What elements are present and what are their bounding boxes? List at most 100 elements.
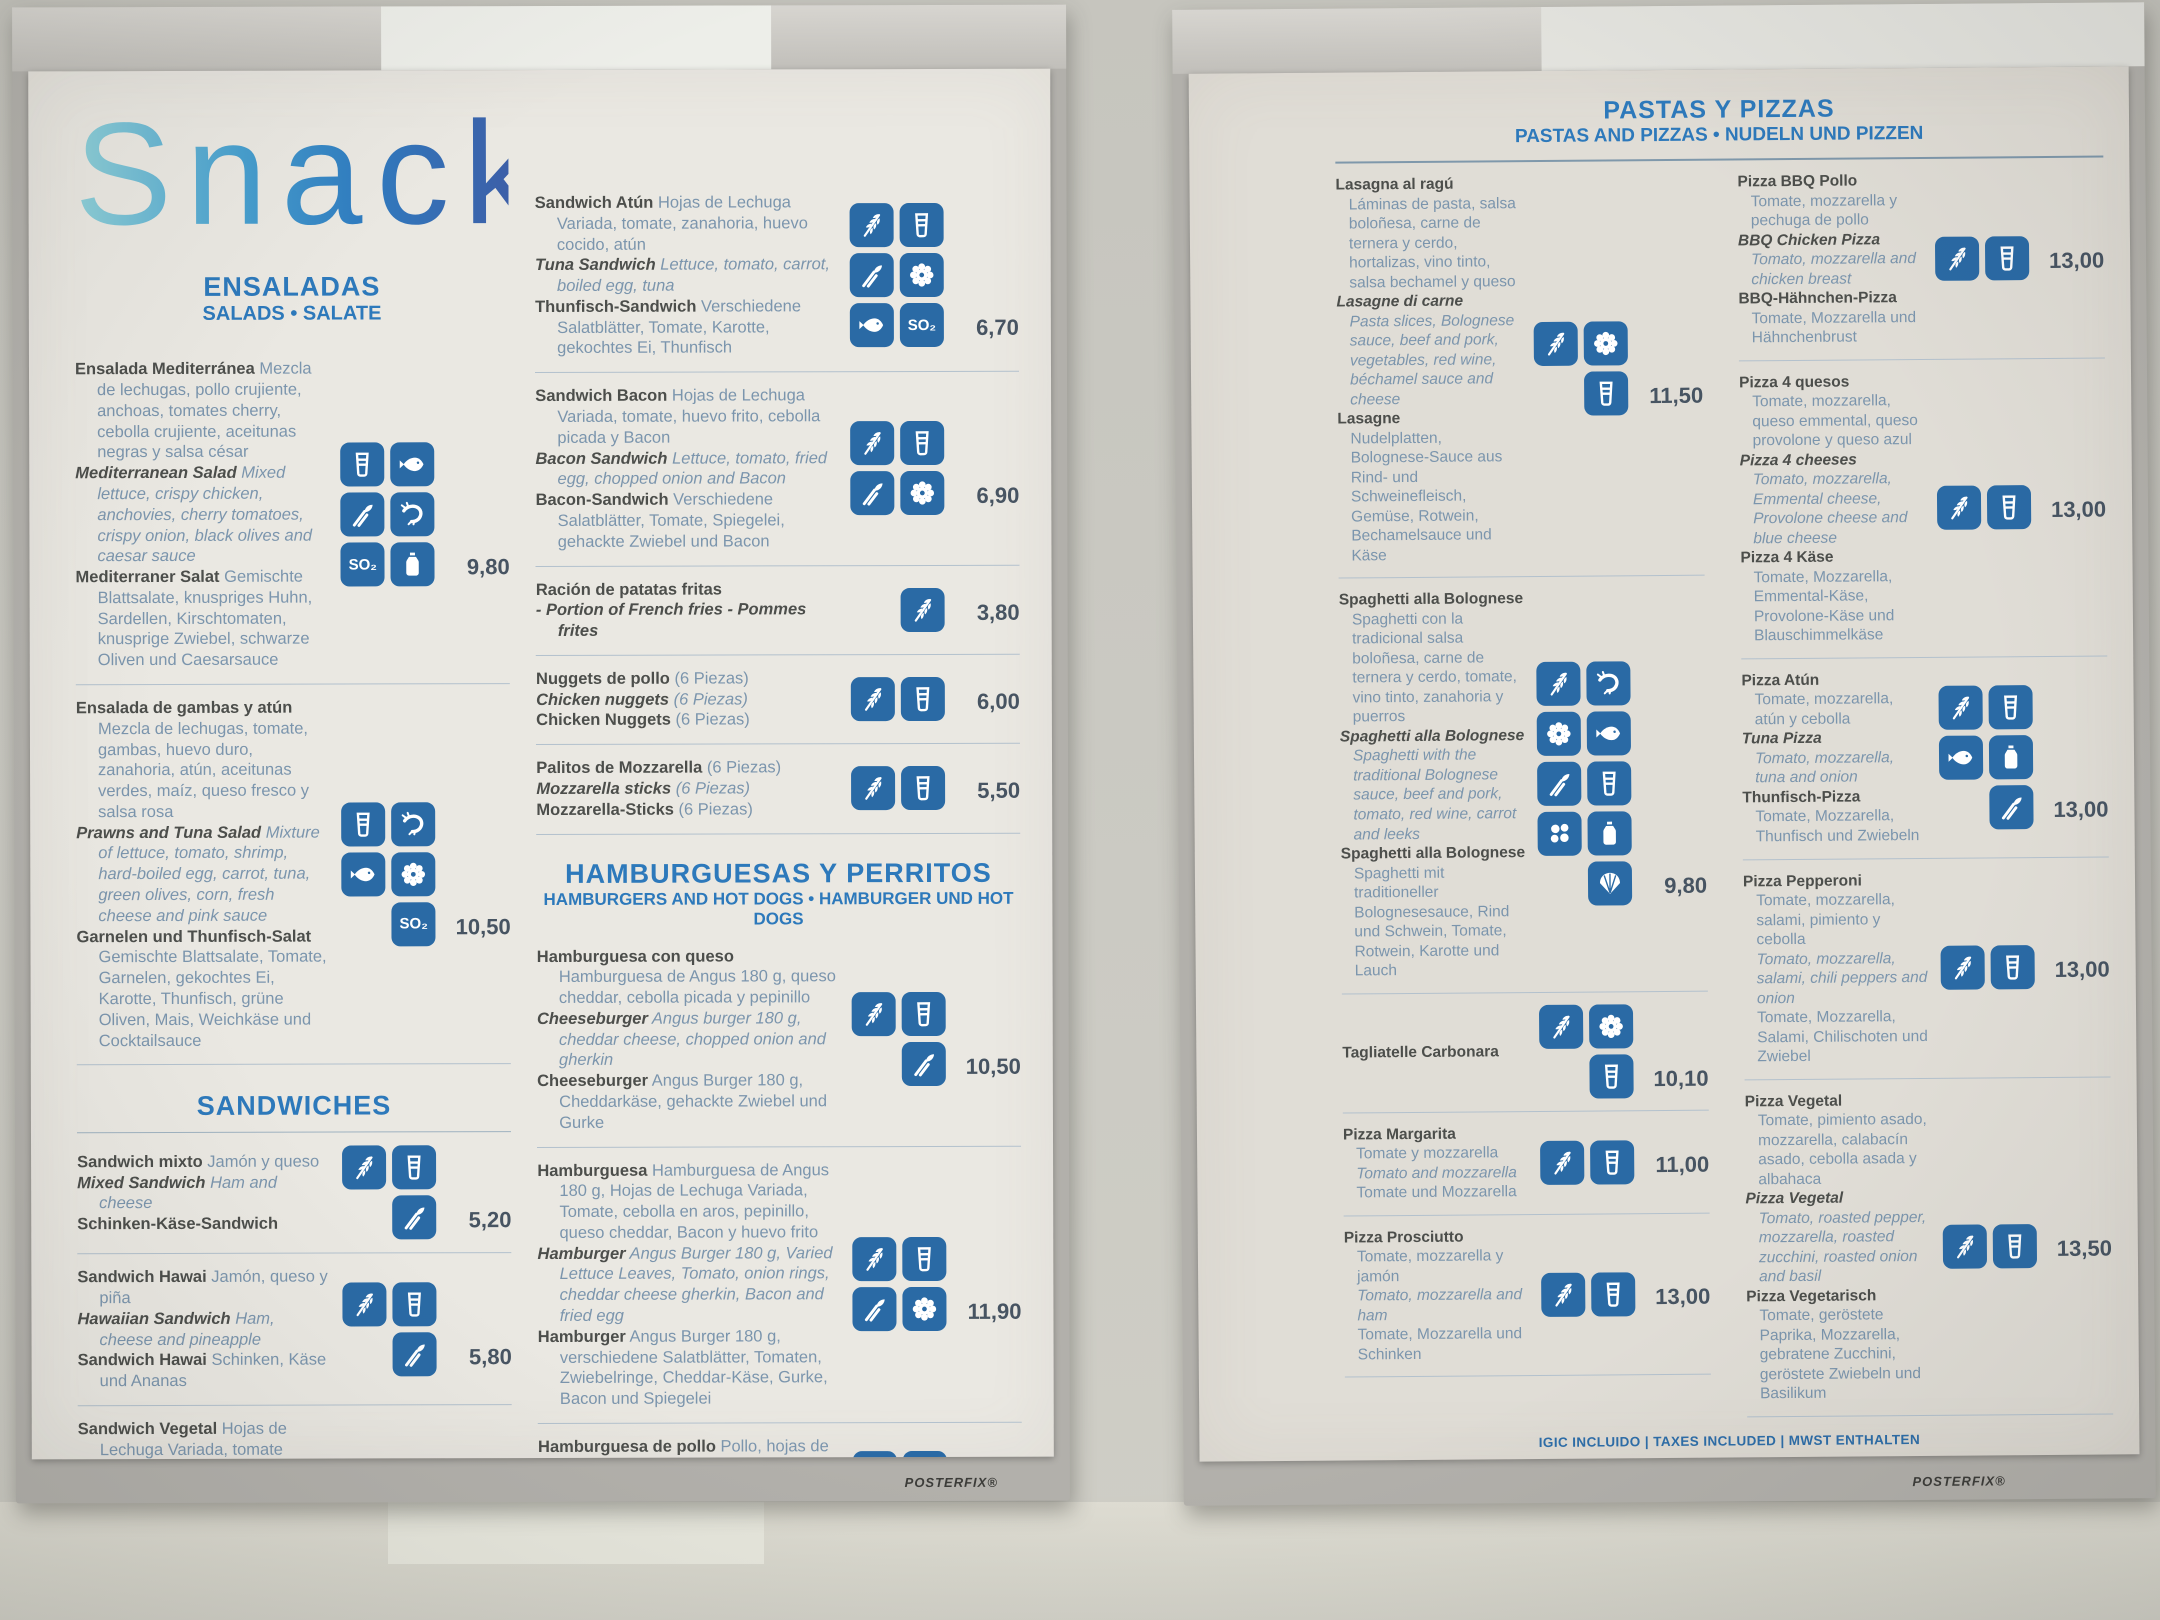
- allergen-icon-group: [1941, 1223, 2038, 1269]
- gluten-icon: [850, 421, 895, 466]
- item-name: Sandwich Bacon: [535, 386, 668, 406]
- allergen-icon-group: [849, 676, 945, 722]
- celery-icon: [392, 1331, 437, 1377]
- mustard-icon: [390, 542, 435, 587]
- tax-note-right: IGIC INCLUIDO | TAXES INCLUDED | MWST EN…: [1538, 1431, 1921, 1450]
- salads-header-sub: SALADS • SALATE: [202, 302, 382, 326]
- item-name: Mixed Sandwich: [77, 1173, 206, 1192]
- item-name: Pizza BBQ Pollo: [1737, 172, 1858, 191]
- item-description: (6 Piezas): [669, 690, 748, 709]
- item-allergens-and-price: 13,00: [1939, 945, 2110, 990]
- clamp-highlight-right: [1541, 2, 2145, 71]
- gluten-icon: [1936, 485, 1982, 531]
- egg-icon: [391, 851, 436, 897]
- menu-item-line-es: Nuggets de pollo (6 Piezas): [536, 668, 839, 690]
- milk-icon: [1591, 1272, 1636, 1317]
- wall-sill-highlight: [388, 1502, 764, 1564]
- item-name: Pizza Atún: [1741, 671, 1820, 690]
- menu-item-line-en: Mozzarella sticks (6 Piezas): [536, 778, 839, 800]
- menu-item-line-de: Lasagne Nudelplatten, Bolognese-Sauce au…: [1337, 408, 1523, 566]
- allergen-icon-group: [1935, 485, 2032, 531]
- allergen-icon-group: [1537, 1003, 1634, 1099]
- item-allergens-and-price: 5,50: [849, 766, 1021, 811]
- menu-item-line-de: Sandwich Hawai Schinken, Käse und Ananas: [78, 1350, 331, 1392]
- milk-icon: [901, 991, 946, 1037]
- item-name: Chicken Nuggets: [536, 711, 671, 730]
- item-allergens-and-price: SO₂ 9,80: [338, 442, 510, 587]
- sandwiches-section-header: SANDWICHES: [76, 1090, 512, 1134]
- menu-item-text: Sandwich Vegetal Hojas de Lechuga Variad…: [78, 1419, 332, 1460]
- item-description: Spaghetti with the traditional Bolognese…: [1352, 746, 1517, 843]
- item-description: Tomate und Mozzarella: [1356, 1183, 1517, 1202]
- item-price: 10,10: [1653, 1065, 1709, 1091]
- menu-item-line-en: Tuna Pizza Tomato, mozzarella, tuna and …: [1742, 728, 1927, 788]
- menu-item-line-de: Bacon-Sandwich Verschiedene Salatblätter…: [536, 489, 839, 552]
- allergen-icon-group: [1939, 945, 2035, 990]
- item-description: Tomato, roasted pepper, mozzarella, roas…: [1758, 1208, 1927, 1286]
- menu-item-line-en: BBQ Chicken Pizza Tomato, mozzarella and…: [1738, 229, 1923, 289]
- menu-item-text: Ensalada de gambas y atún Mezcla de lech…: [76, 698, 330, 1052]
- menu-item-line-en: Mediterranean Salad Mixed lettuce, crisp…: [75, 463, 329, 568]
- item-name: Sandwich Vegetal: [77, 1419, 218, 1439]
- menu-item-line-de: Hamburger Angus Burger 180 g, verschiede…: [538, 1326, 841, 1410]
- snack-menu-board: Snack ENSALADAS SALADS • SALATE Ensalada…: [12, 4, 1070, 1504]
- item-allergens-and-price: 10,50: [850, 991, 1021, 1087]
- menu-item: Pizza BBQ Pollo Tomate, mozzarella y pec…: [1737, 157, 2105, 362]
- menu-item-text: Tagliatelle Carbonara: [1342, 1042, 1527, 1063]
- gluten-icon: [1538, 1004, 1584, 1049]
- egg-icon: [900, 471, 945, 516]
- gluten-icon: [1533, 321, 1578, 367]
- gluten-icon: [851, 766, 896, 811]
- item-description: Tomate, mozzarella, salami, pimiento y c…: [1756, 891, 1895, 949]
- item-allergens-and-price: 9,80: [1534, 661, 1707, 907]
- burgers-header-sub: HAMBURGERS AND HOT DOGS • HAMBURGER UND …: [543, 888, 1014, 928]
- celery-icon: [901, 1041, 946, 1087]
- egg-icon: [1588, 1003, 1634, 1049]
- item-name: Tuna Pizza: [1741, 730, 1822, 748]
- menu-item: Hamburguesa de pollo Pollo, hojas de lec…: [537, 1422, 1023, 1460]
- item-price: 13,50: [2056, 1235, 2112, 1261]
- item-price: 9,80: [466, 554, 510, 580]
- gluten-icon: [849, 203, 894, 248]
- menu-item-line-es: Sandwich Hawai Jamón, queso y piña: [77, 1267, 330, 1309]
- menu-item-line-de: Thunfisch-Pizza Tomate, Mozzarella, Thun…: [1742, 787, 1927, 847]
- milk-icon: [340, 442, 385, 487]
- menu-item-line-de: Schinken-Käse-Sandwich: [77, 1214, 330, 1235]
- mustard-icon: [1988, 734, 2034, 780]
- item-price: 13,00: [2054, 956, 2110, 983]
- menu-item-line-en: Pizza Vegetal Tomato, roasted pepper, mo…: [1745, 1188, 1931, 1287]
- item-name: Spaghetti alla Bolognese: [1339, 727, 1525, 746]
- milk-icon: [899, 203, 944, 248]
- pastas-pizzas-menu-paper: PASTAS Y PIZZAS PASTAS AND PIZZAS • NUDE…: [1188, 66, 2140, 1462]
- allergen-icon-group: SO₂: [339, 801, 436, 947]
- item-description: Mezcla de lechugas, tomate, gambas, huev…: [97, 719, 310, 822]
- menu-item-line-de: Pizza 4 Käse Tomate, Mozzarella, Emmenta…: [1740, 547, 1926, 646]
- gluten-icon: [1938, 685, 1983, 730]
- item-price: 5,50: [977, 778, 1021, 804]
- item-name: Bacon Sandwich: [535, 449, 668, 468]
- burgers-item-list: Hamburguesa con queso Hamburguesa de Ang…: [536, 932, 1023, 1460]
- menu-item-line-es: Ración de patatas fritas: [536, 579, 839, 601]
- celery-icon: [1989, 784, 2034, 830]
- item-name: Hamburguesa: [537, 1161, 648, 1180]
- gluten-icon: [1540, 1140, 1585, 1185]
- item-description: Tomato and mozzarella: [1356, 1163, 1517, 1183]
- menu-item-line-en: Spaghetti alla Bolognese Spaghetti with …: [1340, 726, 1526, 845]
- item-name: Ensalada de gambas y atún: [75, 698, 293, 718]
- menu-item-line-es: Spaghetti alla Bolognese Spaghetti con l…: [1339, 589, 1525, 727]
- item-allergens-and-price: 5,20: [340, 1145, 511, 1240]
- item-description: (6 Piezas): [673, 800, 753, 819]
- menu-item-line-en: Tuna Sandwich Lettuce, tomato, carrot, b…: [535, 255, 838, 297]
- wall-ledge: [0, 1502, 2160, 1620]
- egg-icon: [902, 1287, 947, 1332]
- snack-menu-right-column: Sandwich Atún Hojas de Lechuga Variada, …: [534, 93, 1023, 1460]
- menu-item-line-de: Mozzarella-Sticks (6 Piezas): [536, 799, 839, 821]
- poster-clamp-bar-right: [1172, 2, 2145, 74]
- allergen-icon-group: [848, 421, 945, 516]
- menu-item-text: Pizza 4 quesos Tomate, mozzarella, queso…: [1739, 372, 1926, 647]
- milk-icon: [1589, 1053, 1634, 1099]
- item-name: Garnelen und Thunfisch-Salat: [76, 927, 312, 946]
- item-name: Sandwich Atún: [534, 193, 654, 213]
- menu-item: Sandwich Bacon Hojas de Lechuga Variada,…: [535, 371, 1020, 567]
- menu-item-line-es: Hamburguesa con queso Hamburguesa de Ang…: [537, 946, 840, 1009]
